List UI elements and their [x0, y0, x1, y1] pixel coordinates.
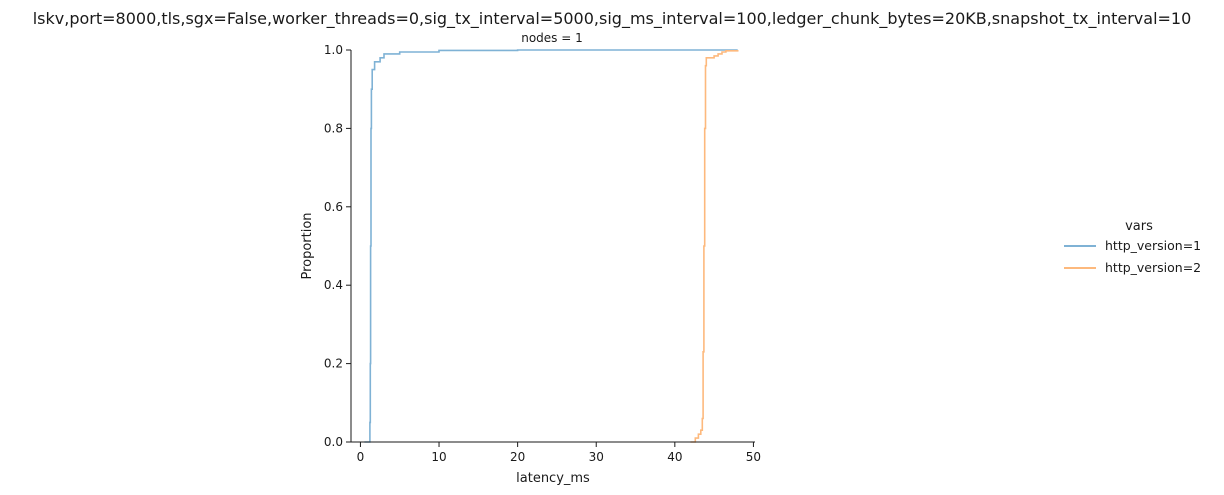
plot-area: 0 10 20 30 40 50 0.0 0.2 0.4 0.6 0.8 1.0 — [324, 43, 761, 464]
axes-title: nodes = 1 — [521, 31, 583, 45]
y-tick-label: 0.6 — [324, 200, 343, 214]
y-tick-label: 1.0 — [324, 43, 343, 57]
y-tick-label: 0.4 — [324, 278, 343, 292]
y-axis-label: Proportion — [300, 212, 315, 279]
legend-title: vars — [1125, 219, 1153, 234]
x-tick-label: 50 — [746, 450, 761, 464]
y-tick-label: 0.8 — [324, 121, 343, 135]
y-tick-label: 0.0 — [324, 435, 343, 449]
x-tick-label: 30 — [589, 450, 604, 464]
y-tick-label: 0.2 — [324, 357, 343, 371]
series-line-1 — [364, 49, 738, 443]
legend-label: http_version=1 — [1105, 238, 1201, 253]
figure-suptitle: lskv,port=8000,tls,sgx=False,worker_thre… — [33, 9, 1192, 29]
x-tick-label: 10 — [431, 450, 446, 464]
x-tick-label: 20 — [510, 450, 525, 464]
x-axis-ticks: 0 10 20 30 40 50 — [357, 442, 761, 464]
legend: vars http_version=1 http_version=2 — [1064, 219, 1201, 275]
x-tick-label: 0 — [357, 450, 365, 464]
x-tick-label: 40 — [667, 450, 682, 464]
legend-items: http_version=1 http_version=2 — [1064, 238, 1201, 275]
legend-label: http_version=2 — [1105, 260, 1201, 275]
series-line-2 — [690, 50, 739, 443]
x-axis-label: latency_ms — [516, 471, 590, 486]
series-layer — [364, 49, 739, 443]
y-axis-ticks: 0.0 0.2 0.4 0.6 0.8 1.0 — [324, 43, 351, 449]
